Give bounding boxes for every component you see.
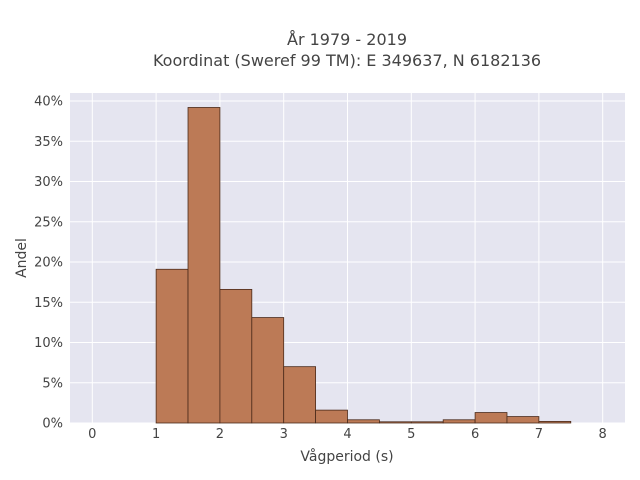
- chart-title-line-2: Koordinat (Sweref 99 TM): E 349637, N 61…: [153, 51, 541, 70]
- y-tick-label: 30%: [34, 175, 63, 190]
- histogram-bar: [474, 412, 508, 424]
- y-tick-label: 5%: [42, 376, 63, 391]
- x-tick-label: 6: [471, 427, 479, 442]
- y-tick-label: 25%: [34, 215, 63, 230]
- histogram-bar: [187, 107, 221, 424]
- y-tick-label: 20%: [34, 256, 63, 271]
- bars: [155, 107, 572, 424]
- histogram-bar: [378, 421, 412, 424]
- x-tick-label: 2: [216, 427, 224, 442]
- x-tick-label: 8: [599, 427, 607, 442]
- x-axis-ticks: 0 1 2 3 4 5 6 7 8: [88, 427, 607, 442]
- x-tick-label: 5: [407, 427, 415, 442]
- y-tick-label: 40%: [34, 95, 63, 110]
- x-axis-title: Vågperiod (s): [300, 448, 393, 465]
- histogram-bar: [251, 317, 285, 424]
- x-tick-label: 0: [88, 427, 96, 442]
- y-tick-label: 0%: [42, 417, 63, 432]
- y-tick-label: 15%: [34, 296, 63, 311]
- histogram-bar: [347, 419, 380, 424]
- histogram-bar: [410, 421, 444, 424]
- y-tick-label: 35%: [34, 135, 63, 150]
- y-axis-title: Andel: [14, 238, 30, 278]
- x-tick-label: 1: [152, 427, 160, 442]
- chart-title-line-1: År 1979 - 2019: [287, 30, 407, 49]
- x-tick-label: 7: [535, 427, 543, 442]
- x-tick-label: 4: [343, 427, 351, 442]
- histogram-bar: [283, 366, 317, 424]
- y-tick-label: 10%: [34, 336, 63, 351]
- histogram-bar: [442, 419, 476, 424]
- histogram-bar: [219, 288, 253, 424]
- histogram-bar: [538, 420, 572, 424]
- histogram-bar: [315, 409, 348, 424]
- histogram-bar: [506, 416, 540, 424]
- x-tick-label: 3: [280, 427, 288, 442]
- y-axis-ticks: 0% 5% 10% 15% 20% 25% 30% 35% 40%: [34, 95, 63, 432]
- histogram-bar: [155, 268, 189, 424]
